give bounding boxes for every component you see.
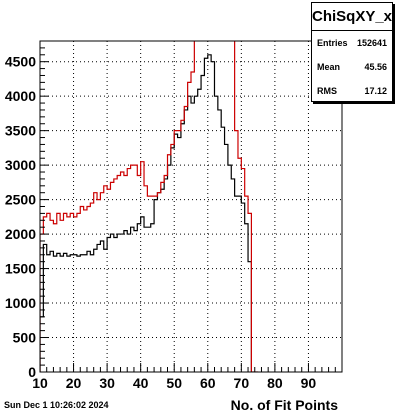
y-tick-label: 0: [28, 364, 36, 380]
x-tick-label: 80: [267, 375, 283, 391]
stats-entries-label: Entries: [317, 38, 348, 48]
y-tick-labels: 0 500 1000 1500 2000 2500 3000 3500 4000 4500: [5, 54, 36, 380]
y-tick-label: 4500: [5, 54, 36, 70]
x-tick-label: 50: [166, 375, 182, 391]
stats-row-mean: Mean 45.56: [312, 55, 392, 79]
date-stamp: Sun Dec 1 10:26:02 2024: [4, 400, 109, 410]
x-tick-label: 40: [133, 375, 149, 391]
y-tick-label: 1000: [5, 295, 36, 311]
x-tick-labels: 10 20 30 40 50 60 70 80 90: [32, 375, 316, 391]
x-tick-label: 60: [200, 375, 216, 391]
stats-entries-value: 152641: [356, 38, 387, 48]
series-0-histogram-line: [40, 54, 252, 372]
y-tick-label: 500: [13, 330, 37, 346]
stats-title: ChiSqXY_x: [312, 3, 392, 31]
x-tick-label: 90: [301, 375, 317, 391]
x-tick-label: 20: [66, 375, 82, 391]
plot-frame: [39, 40, 343, 373]
y-tick-label: 3000: [5, 157, 36, 173]
x-tick-label: 10: [32, 375, 48, 391]
stats-mean-value: 45.56: [364, 62, 387, 72]
histogram-series: [40, 41, 259, 372]
grid-lines: [39, 41, 342, 373]
y-tick-label: 1500: [5, 261, 36, 277]
y-tick-label: 2500: [5, 192, 36, 208]
stats-row-entries: Entries 152641: [312, 31, 392, 55]
y-tick-label: 2000: [5, 226, 36, 242]
stats-rms-value: 17.12: [364, 86, 387, 96]
y-tick-label: 4000: [5, 88, 36, 104]
stats-box: ChiSqXY_x Entries 152641 Mean 45.56 RMS …: [311, 2, 393, 102]
y-tick-label: 3500: [5, 123, 36, 139]
stats-row-rms: RMS 17.12: [312, 79, 392, 103]
x-tick-label: 70: [234, 375, 250, 391]
stats-mean-label: Mean: [317, 62, 341, 72]
x-tick-label: 30: [99, 375, 115, 391]
x-axis-title: No. of Fit Points: [231, 397, 339, 413]
series-1-histogram-line: [40, 41, 259, 372]
stats-rms-label: RMS: [317, 86, 337, 96]
axis-ticks: [39, 40, 343, 373]
